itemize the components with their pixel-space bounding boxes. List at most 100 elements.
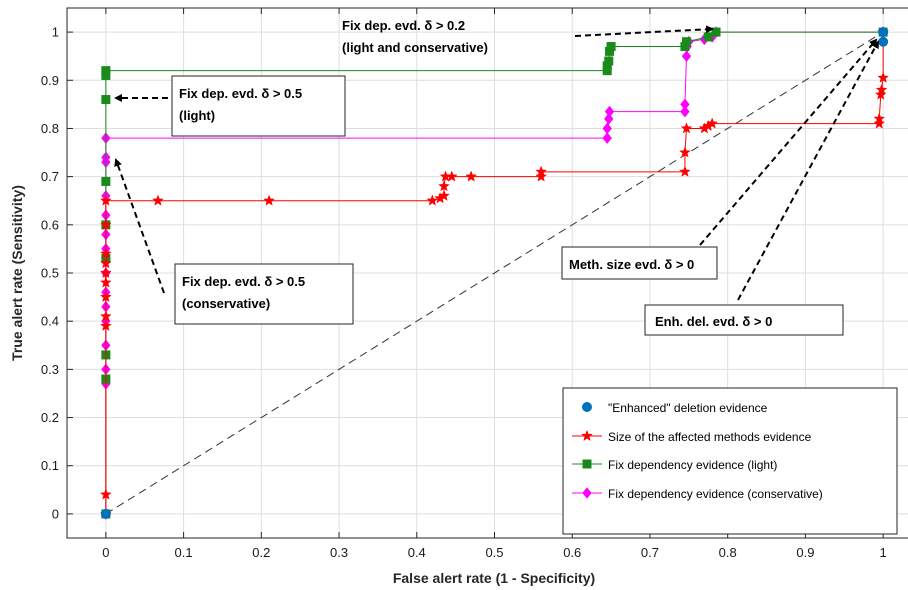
y-tick-label: 0.7 [41, 169, 59, 184]
tick-labels: 0 0.1 0.2 0.3 0.4 0.5 0.6 0.7 0.8 0.9 1 0 0.1 0.2 0.3 0… [41, 25, 887, 560]
data-point-star [875, 83, 888, 95]
annotation-meth-size-line1: Meth. size evd. δ > 0 [569, 257, 694, 272]
data-point-star [873, 117, 886, 129]
diagonal-line [105, 31, 884, 515]
data-point-square [101, 66, 111, 76]
data-point-star [679, 146, 691, 158]
y-tick-label: 0.3 [41, 362, 59, 377]
data-point-star [445, 170, 458, 182]
legend-entry-fix-dep-light: Fix dependency evidence (light) [572, 458, 777, 472]
legend-entry-enhanced-deletion: "Enhanced" deletion evidence [582, 401, 768, 415]
data-point-star [99, 247, 112, 259]
legend: "Enhanced" deletion evidence Size of the… [562, 387, 898, 535]
data-point-diamond [602, 122, 612, 135]
x-tick-label: 0.8 [719, 545, 737, 560]
data-point-square [703, 32, 713, 42]
data-point-star [99, 218, 112, 230]
annotation-enh-del-box [644, 304, 844, 336]
x-tick-label: 0.6 [563, 545, 581, 560]
data-point-diamond [604, 113, 614, 125]
annotation-meth-size: Meth. size evd. δ > 0 [561, 246, 718, 280]
y-axis-label: True alert rate (Sensitivity) [9, 185, 25, 361]
legend-label-fix-dep-cons: Fix dependency evidence (conservative) [608, 487, 823, 501]
x-axis-label: False alert rate (1 - Specificity) [393, 570, 595, 586]
data-point-star [152, 194, 164, 206]
legend-symbol [582, 487, 592, 499]
y-tick-label: 0.9 [41, 73, 59, 88]
x-tick-label: 0.9 [796, 545, 814, 560]
legend-symbol [582, 402, 592, 412]
data-point-star [263, 194, 275, 206]
data-point-star [99, 290, 112, 303]
y-tick-label: 0.5 [41, 266, 59, 281]
x-tick-label: 0.1 [175, 545, 193, 560]
annotation-fix-dep-05-light: Fix dep. evd. δ > 0.5 (light) [171, 75, 346, 137]
data-point-star [679, 165, 691, 177]
data-point-square [101, 95, 111, 105]
legend-box [562, 387, 898, 535]
data-point-star [99, 488, 112, 500]
annotation-enh-del: Enh. del. evd. δ > 0 [644, 304, 844, 336]
x-tick-label: 0.7 [641, 545, 659, 560]
legend-marker-square [572, 459, 602, 469]
legend-entry-method-size: Size of the affected methods evidence [572, 429, 812, 444]
x-tick-label: 0.3 [330, 545, 348, 560]
annotation-fix-dep-02-line1: Fix dep. evd. δ > 0.2 [342, 18, 465, 33]
y-tick-label: 0.6 [41, 217, 59, 232]
legend-label-enhanced-deletion: "Enhanced" deletion evidence [608, 401, 768, 415]
annotation-fix-dep-05-light-line2: (light) [179, 108, 215, 123]
data-point-star [426, 194, 439, 206]
data-point-star [99, 257, 112, 269]
legend-entry-fix-dep-cons: Fix dependency evidence (conservative) [572, 487, 823, 501]
data-point-star [535, 170, 548, 182]
random-classifier-diagonal [105, 31, 884, 515]
legend-label-method-size: Size of the affected methods evidence [608, 430, 812, 444]
data-point-diamond [680, 98, 690, 111]
data-point-square [606, 42, 616, 52]
annotation-fix-dep-05-cons-line2: (conservative) [182, 296, 270, 311]
data-point-circle [878, 36, 889, 47]
x-tick-label: 0.4 [408, 545, 426, 560]
x-tick-label: 1 [880, 545, 887, 560]
data-point-star [99, 276, 112, 288]
annotation-fix-dep-05-cons-line1: Fix dep. evd. δ > 0.5 [182, 274, 305, 289]
data-point-star [874, 88, 887, 100]
annotation-fix-dep-05-light-line1: Fix dep. evd. δ > 0.5 [179, 86, 302, 101]
data-point-star [465, 170, 478, 182]
data-point-circle [878, 27, 889, 38]
data-point-star [535, 165, 548, 177]
data-point-square [711, 27, 721, 37]
data-point-diamond [602, 132, 612, 144]
annotation-fix-dep-05-cons: Fix dep. evd. δ > 0.5 (conservative) [174, 263, 354, 325]
x-tick-label: 0 [102, 545, 109, 560]
legend-marker-star [572, 429, 602, 442]
series-star [99, 25, 890, 519]
data-point-diamond [680, 105, 690, 118]
data-point-star [99, 194, 112, 206]
annotation-arrows [114, 25, 879, 301]
data-point-star [873, 112, 886, 124]
annotation-fix-dep-02-line2: (light and conservative) [342, 40, 488, 55]
series-group [99, 25, 890, 520]
annotation-meth-size-box [561, 246, 718, 280]
x-tick-label: 0.2 [252, 545, 270, 560]
annotation-fix-dep-05-light-box [171, 75, 346, 137]
y-tick-label: 0.1 [41, 458, 59, 473]
annotation-fix-dep-05-cons-box [174, 263, 354, 325]
data-point-star [438, 189, 450, 201]
data-point-star [99, 310, 112, 322]
legend-symbol [581, 429, 593, 442]
legend-marker-diamond [572, 487, 602, 499]
data-point-star [680, 122, 693, 134]
legend-marker-circle [582, 402, 592, 412]
arrow-fix-dep-05-cons [114, 158, 165, 294]
y-tick-label: 0.4 [41, 314, 59, 329]
data-point-diamond [604, 105, 615, 118]
x-tick-label: 0.5 [485, 545, 503, 560]
arrow-enh-del [737, 40, 879, 301]
data-point-star [99, 319, 112, 332]
arrow-meth-size [699, 38, 878, 246]
y-tick-label: 0 [52, 506, 59, 521]
annotation-fix-dep-02: Fix dep. evd. δ > 0.2 (light and conserv… [342, 18, 488, 55]
data-point-star [99, 266, 112, 279]
